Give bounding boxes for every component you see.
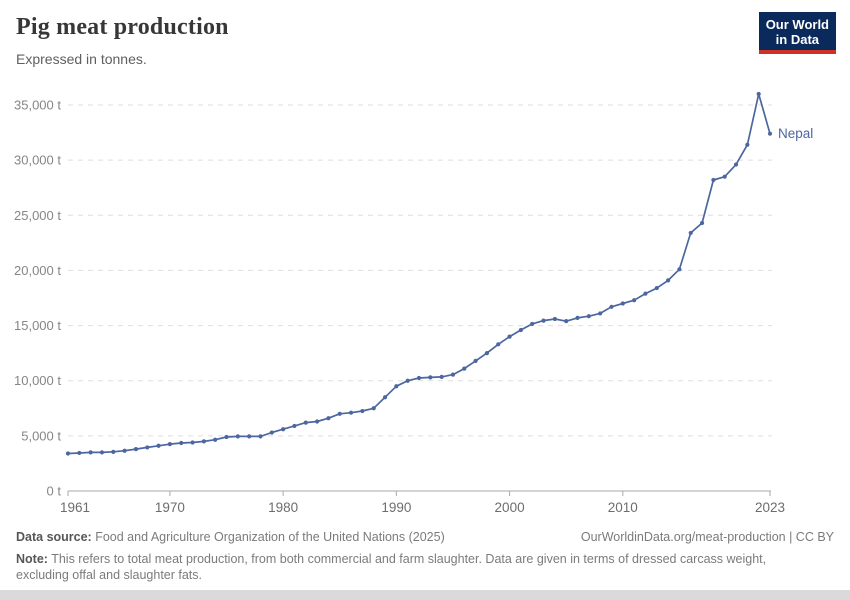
data-point[interactable] bbox=[609, 304, 614, 309]
y-axis-tick-label: 25,000 t bbox=[14, 208, 61, 223]
data-point[interactable] bbox=[156, 443, 161, 448]
data-point[interactable] bbox=[756, 91, 761, 97]
owid-url-link[interactable]: OurWorldinData.org/meat-production | CC … bbox=[580, 530, 834, 544]
data-point[interactable] bbox=[632, 298, 637, 303]
data-point[interactable] bbox=[360, 408, 365, 414]
chart-footer: Data source: Food and Agriculture Organi… bbox=[16, 529, 834, 584]
data-point[interactable] bbox=[462, 366, 467, 371]
data-point[interactable] bbox=[745, 142, 750, 147]
data-point[interactable] bbox=[677, 267, 682, 272]
data-point[interactable] bbox=[722, 174, 727, 179]
data-point[interactable] bbox=[733, 162, 739, 167]
bottom-strip bbox=[0, 590, 850, 600]
data-point[interactable] bbox=[496, 342, 501, 347]
data-point[interactable] bbox=[235, 434, 240, 439]
data-point[interactable] bbox=[190, 440, 195, 445]
data-point[interactable] bbox=[643, 291, 648, 296]
data-point[interactable] bbox=[484, 351, 490, 356]
data-point[interactable] bbox=[314, 419, 320, 424]
chart-note: Note: This refers to total meat producti… bbox=[16, 551, 821, 584]
note-label: Note: bbox=[16, 552, 48, 566]
source-row: Data source: Food and Agriculture Organi… bbox=[16, 529, 834, 547]
data-point[interactable] bbox=[699, 220, 705, 226]
data-point[interactable] bbox=[405, 378, 410, 383]
owid-logo-line2: in Data bbox=[775, 32, 820, 47]
data-point[interactable] bbox=[145, 445, 150, 450]
data-point[interactable] bbox=[88, 450, 93, 455]
note-text: This refers to total meat production, fr… bbox=[16, 552, 767, 583]
owid-logo-line1: Our World bbox=[765, 17, 829, 32]
y-axis-tick-label: 35,000 t bbox=[14, 98, 61, 113]
x-axis-tick-label: 2023 bbox=[755, 500, 785, 515]
data-point[interactable] bbox=[201, 439, 206, 444]
data-point[interactable] bbox=[224, 434, 229, 440]
data-point[interactable] bbox=[450, 372, 456, 377]
data-point[interactable] bbox=[428, 375, 433, 380]
data-point[interactable] bbox=[665, 278, 671, 283]
data-point[interactable] bbox=[65, 451, 71, 456]
data-point[interactable] bbox=[598, 311, 603, 316]
data-point[interactable] bbox=[111, 449, 116, 454]
data-point[interactable] bbox=[552, 316, 557, 322]
data-point[interactable] bbox=[292, 423, 297, 429]
data-point[interactable] bbox=[348, 410, 354, 415]
x-axis-tick-label: 2010 bbox=[608, 500, 638, 515]
data-source-text: Food and Agriculture Organization of the… bbox=[95, 530, 445, 544]
data-point[interactable] bbox=[281, 427, 286, 432]
data-point[interactable] bbox=[371, 406, 376, 411]
data-point[interactable] bbox=[258, 434, 263, 439]
y-axis-tick-label: 10,000 t bbox=[14, 373, 61, 388]
data-point[interactable] bbox=[711, 177, 716, 183]
data-point[interactable] bbox=[473, 358, 478, 363]
data-point[interactable] bbox=[541, 318, 546, 323]
data-point[interactable] bbox=[688, 230, 693, 236]
data-point[interactable] bbox=[303, 420, 308, 425]
data-point[interactable] bbox=[564, 319, 569, 324]
data-point[interactable] bbox=[122, 448, 127, 453]
data-point[interactable] bbox=[326, 416, 331, 421]
y-axis-tick-label: 15,000 t bbox=[14, 318, 61, 333]
data-point[interactable] bbox=[167, 442, 173, 447]
data-point[interactable] bbox=[507, 334, 512, 339]
data-point[interactable] bbox=[767, 131, 773, 136]
data-point[interactable] bbox=[77, 450, 82, 456]
data-point[interactable] bbox=[416, 375, 422, 381]
data-point[interactable] bbox=[213, 437, 218, 442]
data-point[interactable] bbox=[394, 384, 399, 389]
y-axis-tick-label: 0 t bbox=[47, 484, 62, 499]
data-point[interactable] bbox=[99, 450, 105, 455]
y-axis-tick-label: 30,000 t bbox=[14, 153, 61, 168]
data-point[interactable] bbox=[382, 395, 388, 400]
chart-subtitle: Expressed in tonnes. bbox=[16, 51, 147, 67]
y-axis-tick-label: 5,000 t bbox=[21, 428, 61, 443]
series-end-label[interactable]: Nepal bbox=[778, 126, 813, 141]
data-point[interactable] bbox=[586, 314, 591, 319]
x-axis-tick-label: 1961 bbox=[60, 500, 90, 515]
data-source-label: Data source: bbox=[16, 530, 92, 544]
data-point[interactable] bbox=[518, 327, 524, 333]
x-axis-tick-label: 1980 bbox=[268, 500, 298, 515]
x-axis-tick-label: 1970 bbox=[155, 500, 185, 515]
page-title: Pig meat production bbox=[16, 14, 229, 40]
data-line-nepal[interactable] bbox=[67, 93, 771, 455]
data-point[interactable] bbox=[133, 446, 139, 452]
x-axis-tick-label: 2000 bbox=[495, 500, 525, 515]
data-point[interactable] bbox=[439, 374, 444, 379]
y-axis-tick-label: 20,000 t bbox=[14, 263, 61, 278]
data-point[interactable] bbox=[575, 315, 580, 320]
x-axis-tick-label: 1990 bbox=[381, 500, 411, 515]
data-point[interactable] bbox=[337, 411, 342, 416]
data-source: Data source: Food and Agriculture Organi… bbox=[16, 529, 445, 545]
line-chart[interactable]: 0 t 5,000 t 10,000 t 15,000 t 20,000 t 25,000… bbox=[0, 70, 850, 600]
data-point[interactable] bbox=[179, 440, 184, 446]
data-point[interactable] bbox=[530, 321, 535, 327]
owid-logo[interactable]: Our World in Data bbox=[758, 12, 836, 54]
data-point[interactable] bbox=[269, 430, 274, 435]
data-point[interactable] bbox=[620, 301, 625, 306]
data-point[interactable] bbox=[654, 285, 659, 291]
data-point[interactable] bbox=[247, 434, 252, 439]
